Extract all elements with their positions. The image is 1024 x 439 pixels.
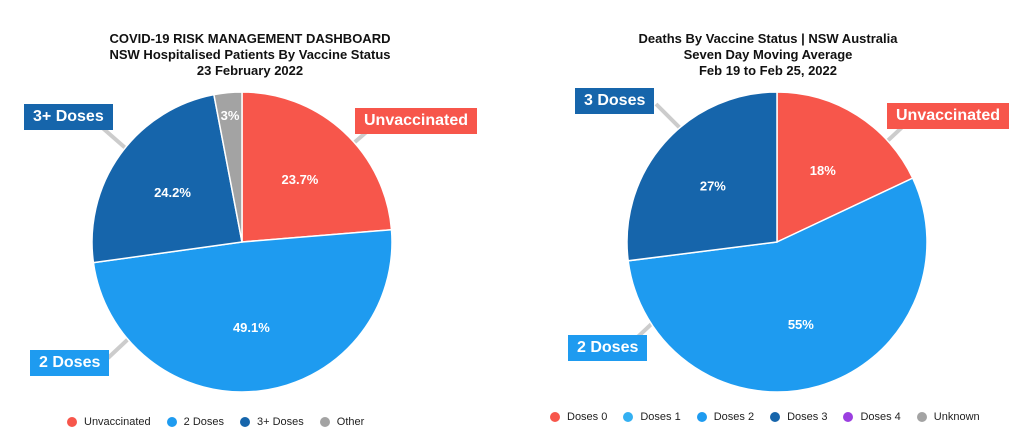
legend-swatch (916, 412, 927, 422)
legend-label: Unvaccinated (84, 416, 151, 428)
legend-label: Other (336, 416, 365, 428)
slice-label-doses-2: 55% (788, 317, 814, 332)
legend-item-doses-0[interactable]: Doses 0 (550, 411, 607, 423)
pie-slice-unvaccinated (241, 91, 393, 243)
callout-3-plus-doses: 3+ Doses (24, 104, 113, 130)
pie-slice-doses-3 (626, 91, 778, 262)
slice-label-doses-3: 27% (700, 178, 726, 193)
pie-slice-doses-0 (776, 91, 914, 244)
legend-label: Unknown (933, 411, 980, 423)
slice-label-2-doses: 49.1% (233, 320, 270, 335)
chart-title-line: Deaths By Vaccine Status | NSW Australia (638, 31, 898, 46)
chart-title-line: Feb 19 to Feb 25, 2022 (698, 63, 837, 78)
legend-item-3-doses[interactable]: 3+ Doses (240, 416, 304, 428)
pie-slice-3-doses (91, 93, 243, 264)
deaths-chart-title: Deaths By Vaccine Status | NSW Australia… (512, 31, 1024, 79)
chart-title-line: NSW Hospitalised Patients By Vaccine Sta… (109, 47, 391, 62)
deaths-chart: Deaths By Vaccine Status | NSW Australia… (512, 0, 1024, 439)
pie-slice-doses-2 (627, 177, 928, 393)
pie-slice-2-doses (92, 228, 393, 393)
callout-unvaccinated: Unvaccinated (887, 103, 1010, 129)
legend-label: 3+ Doses (257, 416, 304, 428)
legend-item-unvaccinated[interactable]: Unvaccinated (67, 416, 151, 428)
legend-label: Doses 1 (640, 411, 681, 423)
legend-swatch (550, 412, 560, 422)
legend-swatch (240, 417, 251, 427)
legend-swatch (319, 417, 330, 427)
hospitalised-legend: Unvaccinated 2 Doses 3+ Doses Other (67, 416, 380, 428)
pie-slice-other (213, 91, 243, 243)
slice-label-unvaccinated: 23.7% (282, 172, 319, 187)
chart-title-line: 23 February 2022 (196, 63, 304, 78)
legend-item-unknown[interactable]: Unknown (916, 411, 980, 423)
legend-swatch (67, 417, 77, 427)
legend-label: 2 Doses (183, 416, 225, 428)
legend-swatch (623, 412, 634, 422)
hospitalised-chart: COVID-19 RISK MANAGEMENT DASHBOARD NSW H… (0, 0, 500, 439)
hospitalised-chart-title: COVID-19 RISK MANAGEMENT DASHBOARD NSW H… (0, 31, 500, 79)
legend-label: Doses 3 (787, 411, 828, 423)
slice-label-3-doses: 24.2% (154, 185, 191, 200)
callout-unvaccinated: Unvaccinated (355, 108, 478, 134)
legend-label: Doses 0 (567, 411, 608, 423)
legend-item-doses-1[interactable]: Doses 1 (623, 411, 681, 423)
legend-label: Doses 2 (713, 411, 755, 423)
deaths-pie: 18% 55% 27% (626, 91, 928, 393)
legend-swatch (166, 417, 177, 427)
callout-2-doses: 2 Doses (568, 335, 648, 361)
slice-label-doses-0: 18% (810, 163, 836, 178)
legend-swatch (843, 412, 854, 422)
chart-title-line: COVID-19 RISK MANAGEMENT DASHBOARD (109, 31, 391, 46)
legend-swatch (696, 412, 707, 422)
callout-2-doses: 2 Doses (30, 350, 110, 376)
hospitalised-pie: 23.7% 49.1% 24.2% 3% (91, 91, 393, 393)
legend-item-doses-2[interactable]: Doses 2 (696, 411, 755, 423)
legend-item-2-doses[interactable]: 2 Doses (166, 416, 225, 428)
legend-label: Doses 4 (860, 411, 901, 423)
legend-item-other[interactable]: Other (319, 416, 365, 428)
legend-item-doses-3[interactable]: Doses 3 (770, 411, 827, 423)
legend-swatch (770, 412, 781, 422)
callout-3-doses: 3 Doses (575, 88, 655, 114)
slice-label-other: 3% (221, 108, 240, 123)
deaths-legend: Doses 0 Doses 1 Doses 2 Doses 3 Doses 4 Unkno… (550, 411, 996, 423)
legend-item-doses-4[interactable]: Doses 4 (843, 411, 901, 423)
chart-title-line: Seven Day Moving Average (683, 47, 853, 62)
